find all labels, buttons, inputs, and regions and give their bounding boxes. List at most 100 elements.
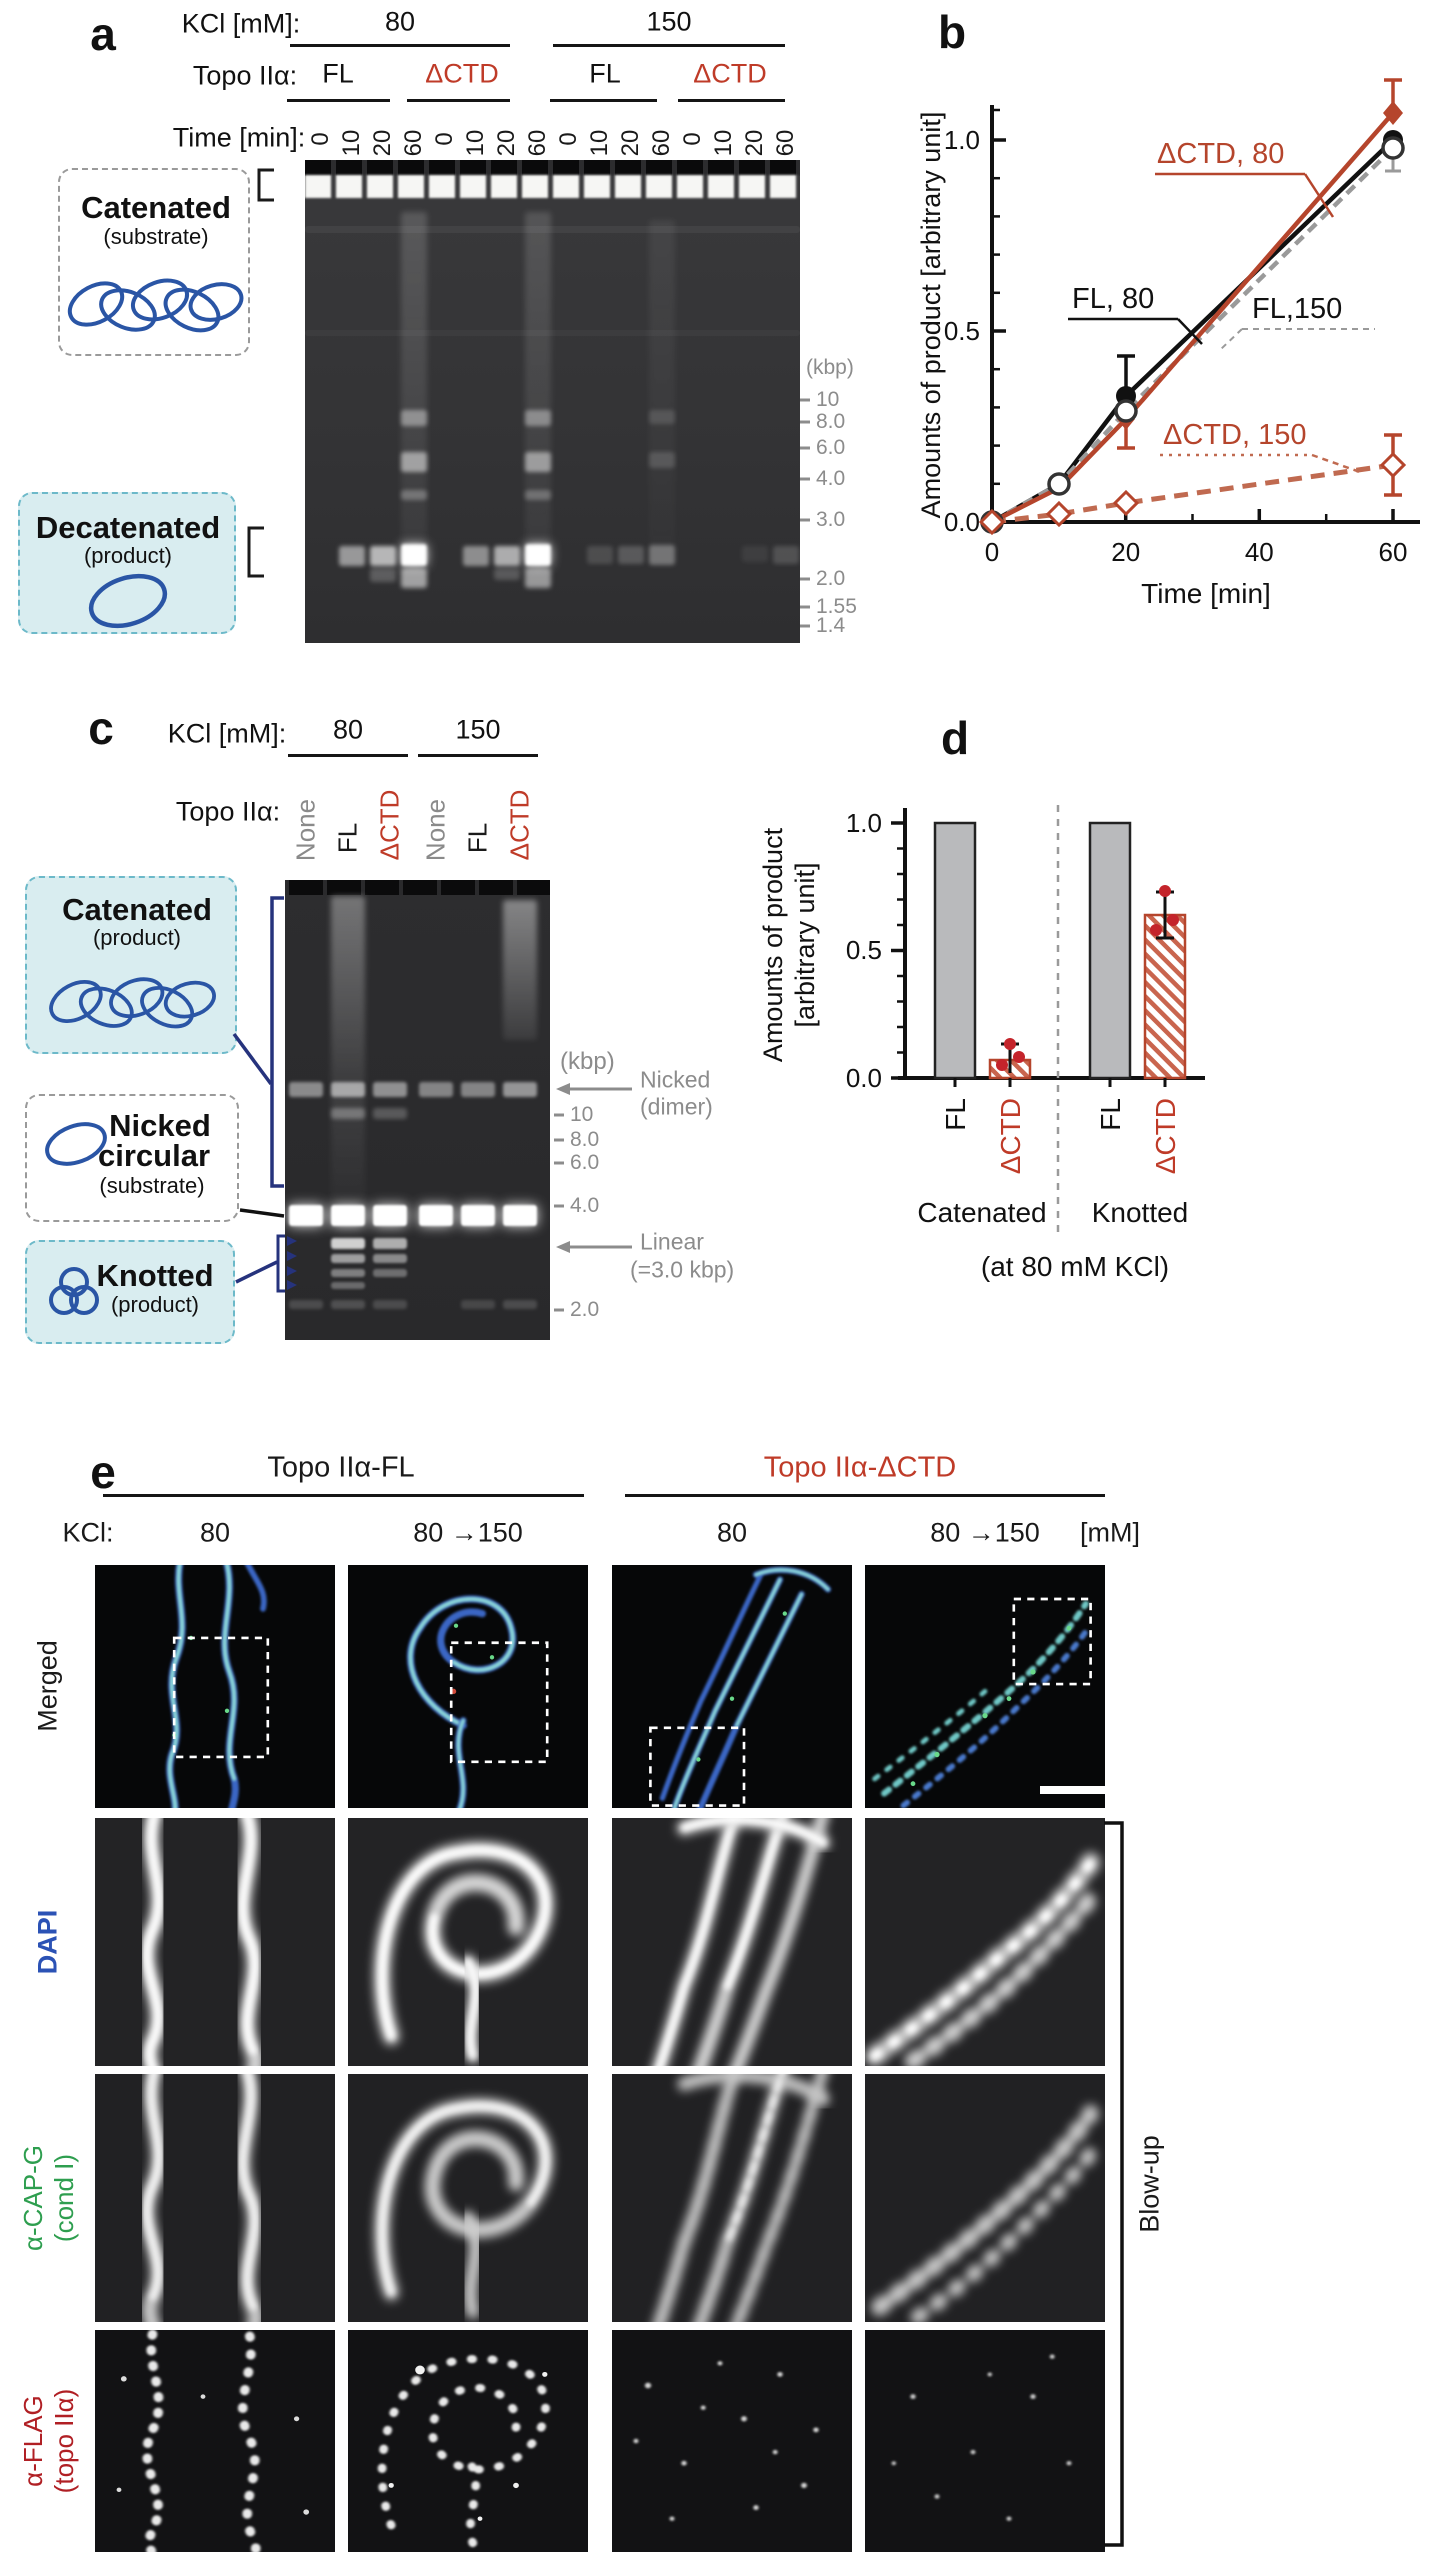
xtick-40: 40 bbox=[1245, 537, 1274, 567]
gel-band bbox=[331, 1282, 365, 1289]
ytick-05: 0.5 bbox=[846, 935, 882, 965]
bracket-knotted-c bbox=[276, 1234, 285, 1293]
micrograph-capg-fl80150 bbox=[348, 2074, 588, 2322]
kcl-label-e: KCl: bbox=[62, 1517, 114, 1548]
underline-fl1-a bbox=[287, 99, 390, 102]
circle-dna-icon bbox=[88, 573, 168, 629]
gel-smear bbox=[331, 896, 365, 1086]
chromosome-art bbox=[374, 2098, 554, 2319]
gel-band bbox=[339, 546, 365, 566]
ann-nicked-2: (dimer) bbox=[640, 1093, 713, 1120]
connector-nicked-c bbox=[239, 1208, 285, 1218]
catenated-rings-icon bbox=[67, 278, 244, 333]
bracket-catenated-c bbox=[270, 896, 284, 1188]
micrograph-dapi-fl80150 bbox=[348, 1818, 588, 2066]
ytick-1: 1.0 bbox=[944, 125, 980, 155]
connector-catenated-c bbox=[232, 1032, 273, 1086]
marker-label: 3.0 bbox=[816, 508, 846, 531]
marker-label: 1.4 bbox=[816, 614, 846, 637]
topo-fl1-c: FL bbox=[332, 822, 363, 854]
capg-line1: α-CAP-G bbox=[18, 2144, 48, 2252]
scale-bar bbox=[1040, 1786, 1106, 1794]
micrograph-dapi-fl80 bbox=[95, 1818, 335, 2066]
time-val: 0 bbox=[555, 132, 582, 146]
bracket-decatenated-a bbox=[247, 526, 264, 578]
micrograph-capg-dctd80 bbox=[612, 2074, 852, 2322]
decatenated-product-box: Decatenated (product) bbox=[18, 492, 236, 634]
time-val: 20 bbox=[493, 129, 520, 157]
gel-band bbox=[289, 1205, 323, 1226]
header-topo-fl: Topo IIα-FL bbox=[267, 1451, 415, 1484]
gel-band bbox=[503, 1205, 537, 1226]
micrograph-flag-fl80150 bbox=[348, 2330, 588, 2552]
decatenated-title: Decatenated bbox=[35, 510, 221, 545]
gel-band bbox=[461, 1082, 495, 1097]
catenated-rings-icon bbox=[49, 977, 216, 1029]
group-knotted: Knotted bbox=[1092, 1197, 1189, 1228]
chromosome-art bbox=[652, 1818, 831, 2066]
gel-band bbox=[503, 1300, 537, 1309]
kcl-row-label-c: KCl [mM]: bbox=[167, 718, 287, 749]
gel-band bbox=[494, 568, 520, 580]
underline-kcl80-c bbox=[288, 754, 408, 757]
gel-band bbox=[331, 1238, 365, 1249]
panel-b-letter: b bbox=[937, 6, 967, 58]
panel-c-letter: c bbox=[88, 702, 114, 754]
bracket-catenated-a bbox=[257, 168, 274, 202]
y-axis-title-1: Amounts of product bbox=[758, 827, 788, 1062]
gel-band bbox=[373, 1082, 407, 1097]
micrograph-merged-fl80 bbox=[95, 1565, 335, 1808]
gel-smear bbox=[525, 212, 551, 548]
gel-band bbox=[419, 1205, 453, 1226]
chromosome-art bbox=[649, 1566, 832, 1808]
time-val: 10 bbox=[710, 129, 737, 157]
underline-dctd-e bbox=[625, 1494, 1105, 1497]
time-val: 60 bbox=[772, 129, 799, 157]
chromosome-art bbox=[653, 2074, 830, 2322]
gel-band bbox=[742, 546, 768, 562]
marker-label: 6.0 bbox=[816, 436, 846, 459]
gel-band bbox=[587, 546, 613, 564]
gel-band bbox=[461, 1300, 495, 1309]
marker-label: 2.0 bbox=[570, 1298, 600, 1321]
gel-band bbox=[419, 1082, 453, 1097]
kcl-val-3: 80 bbox=[716, 1517, 748, 1548]
roi-box bbox=[649, 1726, 746, 1807]
roi-box bbox=[449, 1641, 549, 1764]
xtick-0: 0 bbox=[985, 537, 999, 567]
gel-band bbox=[331, 1108, 365, 1119]
underline-fl-e bbox=[103, 1494, 584, 1497]
topo-dctd1-c: ΔCTD bbox=[374, 789, 405, 861]
gel-band bbox=[305, 330, 800, 336]
xtick-20: 20 bbox=[1111, 537, 1140, 567]
micrograph-merged-fl80150 bbox=[348, 1565, 588, 1808]
gel-smear bbox=[649, 220, 675, 548]
knotted-subtitle: (product) bbox=[110, 1292, 200, 1317]
flag-line2: (topo IIα) bbox=[49, 2388, 79, 2494]
row-label-merged: Merged bbox=[32, 1640, 63, 1732]
gel-band bbox=[373, 1238, 407, 1249]
gel-c bbox=[285, 880, 550, 1340]
catenated-product-box: Catenated (product) bbox=[25, 876, 237, 1054]
gel-band bbox=[331, 1082, 365, 1097]
gel-band bbox=[289, 1300, 323, 1309]
gel-well-caps bbox=[285, 880, 550, 895]
ytick-1: 1.0 bbox=[846, 808, 882, 838]
marker-label: 8.0 bbox=[570, 1128, 600, 1151]
nicked-title-2: circular bbox=[97, 1138, 211, 1173]
time-val: 60 bbox=[648, 129, 675, 157]
roi-box bbox=[172, 1636, 270, 1759]
marker-label: 6.0 bbox=[570, 1151, 600, 1174]
gel-band bbox=[331, 1254, 365, 1263]
nicked-title-1: Nicked bbox=[109, 1108, 211, 1143]
kcl-val-4: 80 →150 bbox=[930, 1517, 1040, 1548]
gel-band bbox=[401, 490, 427, 500]
header-topo-dctd: Topo IIα-ΔCTD bbox=[763, 1451, 957, 1484]
panel-a-letter: a bbox=[90, 8, 116, 60]
circle-dna-icon bbox=[45, 1122, 107, 1166]
gel-band bbox=[401, 452, 427, 472]
topo-none1: None bbox=[290, 798, 321, 862]
ann-nicked-1: Nicked bbox=[640, 1066, 711, 1093]
gel-well-caps bbox=[305, 160, 800, 176]
